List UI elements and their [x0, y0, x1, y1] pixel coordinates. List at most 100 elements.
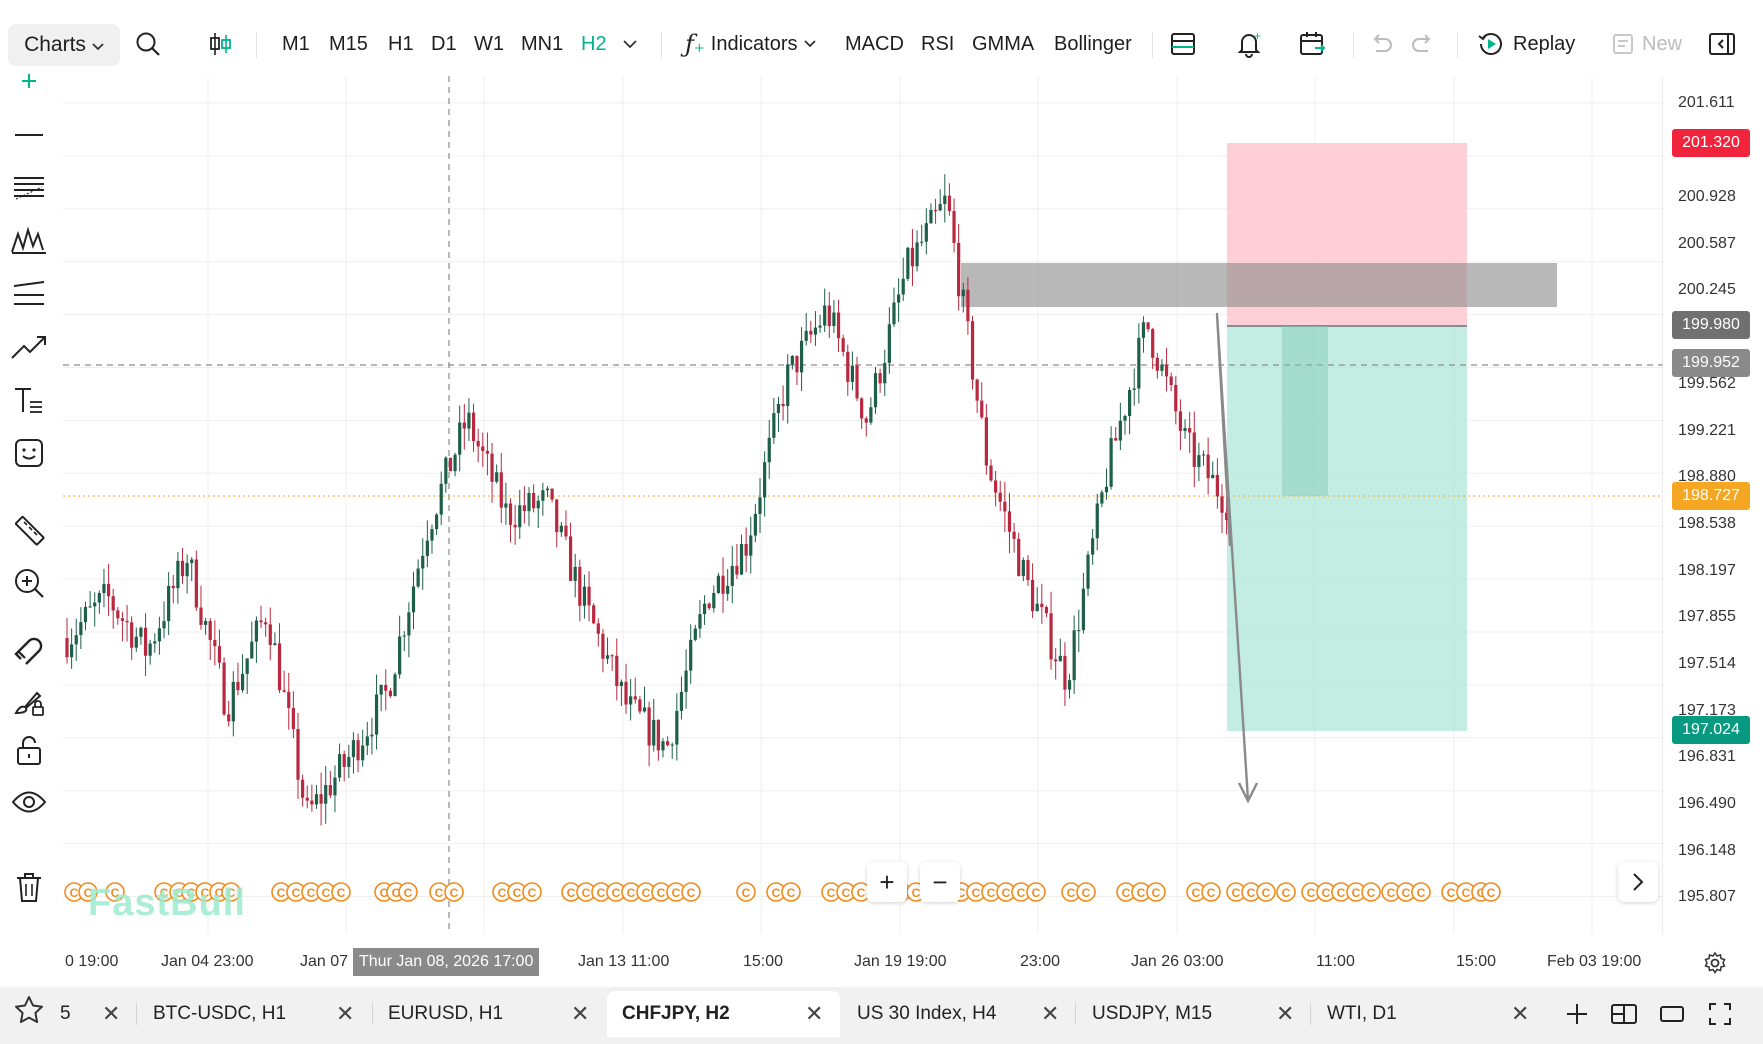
candle-body [933, 209, 938, 211]
collapse-panel-icon[interactable] [1708, 12, 1736, 76]
emoji-tool-icon[interactable] [8, 432, 50, 474]
chart-tab[interactable]: WTI, D1 ✕ [1315, 991, 1535, 1037]
candle-body [712, 592, 716, 609]
candle-body [605, 655, 610, 659]
candle-body [1058, 655, 1062, 662]
new-button[interactable]: New [1612, 12, 1682, 76]
magnet-icon[interactable] [8, 631, 50, 673]
zoom-in-icon[interactable] [8, 562, 50, 604]
text-tool-icon[interactable] [8, 379, 50, 421]
close-tab-icon[interactable]: ✕ [1276, 1001, 1295, 1026]
chart-tab[interactable]: 5 ✕ [60, 991, 130, 1037]
zoom-out-button[interactable]: − [920, 862, 960, 902]
indicator-macd[interactable]: MACD [845, 32, 904, 55]
layout-icon[interactable] [1170, 12, 1196, 76]
timeframe-d1[interactable]: D1 [431, 32, 457, 55]
pattern-tool-icon[interactable] [8, 220, 50, 262]
candle-body [1188, 428, 1192, 433]
timeframe-h2[interactable]: H2 [581, 32, 607, 55]
split-layout-icon[interactable] [1610, 1001, 1638, 1032]
candle-body [702, 603, 707, 615]
chart-tab[interactable]: EURUSD, H1 ✕ [375, 991, 595, 1037]
trash-icon[interactable] [8, 866, 50, 908]
chart-tab-active[interactable]: CHFJPY, H2 ✕ [607, 991, 840, 1037]
chevron-down-icon [803, 40, 816, 48]
lock-icon[interactable] [8, 729, 50, 771]
event-marker-icon: C [781, 882, 801, 902]
event-marker-icon: C [522, 882, 542, 902]
svg-text:C: C [175, 886, 184, 900]
timeframe-m1[interactable]: M1 [282, 32, 310, 55]
close-tab-icon[interactable]: ✕ [571, 1001, 590, 1026]
chart-tab[interactable]: USDJPY, M15 ✕ [1080, 991, 1300, 1037]
price-axis[interactable]: 201.611 200.928 200.587 200.245 199.562 … [1663, 76, 1763, 934]
close-tab-icon[interactable]: ✕ [805, 1001, 824, 1026]
redo-icon[interactable] [1410, 12, 1436, 76]
candle-body [1095, 503, 1099, 539]
search-icon[interactable] [135, 12, 161, 76]
chart-tab[interactable]: BTC-USDC, H1 ✕ [140, 991, 360, 1037]
crosshair-tool-icon[interactable] [8, 60, 50, 102]
event-marker-icon: C [651, 882, 671, 902]
candle-body [781, 403, 785, 407]
svg-text:C: C [857, 886, 866, 900]
svg-text:C: C [1322, 886, 1331, 900]
timeframe-m15[interactable]: M15 [329, 32, 368, 55]
calendar-icon[interactable] [1298, 12, 1326, 76]
event-marker-icon: C [492, 882, 512, 902]
candle-body [753, 513, 757, 536]
close-tab-icon[interactable]: ✕ [102, 1001, 121, 1026]
timeframe-h1[interactable]: H1 [388, 32, 414, 55]
timeframe-w1[interactable]: W1 [474, 32, 504, 55]
svg-text:C: C [1447, 886, 1456, 900]
candle-type-icon[interactable] [207, 12, 233, 76]
event-marker-icon: C [1076, 882, 1096, 902]
time-axis[interactable]: 0 19:00 Jan 04 23:00 Jan 07 Jan 13 11:00… [63, 945, 1726, 981]
brush-lock-icon[interactable] [8, 681, 50, 723]
indicator-gmma[interactable]: GMMA [972, 32, 1035, 55]
candle-body [458, 422, 462, 455]
candle-body [846, 351, 850, 382]
settings-gear-icon[interactable] [1703, 951, 1727, 980]
indicator-bollinger[interactable]: Bollinger [1054, 32, 1132, 55]
candle-body [582, 586, 587, 606]
single-layout-icon[interactable] [1659, 1001, 1685, 1032]
charts-menu-button[interactable]: Charts [8, 24, 120, 66]
candle-body [550, 488, 554, 500]
undo-icon[interactable] [1368, 12, 1394, 76]
close-tab-icon[interactable]: ✕ [1511, 1001, 1530, 1026]
timeframe-more-chevron-icon[interactable] [623, 12, 637, 76]
new-layout-icon [1612, 32, 1636, 56]
chart-tab[interactable]: US 30 Index, H4 ✕ [845, 991, 1065, 1037]
indicator-rsi[interactable]: RSI [921, 32, 955, 55]
fib-tool-icon[interactable] [8, 167, 50, 209]
replay-button[interactable]: Replay [1477, 12, 1575, 76]
svg-text:C: C [1387, 886, 1396, 900]
trend-line-tool-icon[interactable] [8, 326, 50, 368]
candle-body [310, 800, 314, 805]
time-label: Jan 13 11:00 [578, 953, 670, 970]
close-tab-icon[interactable]: ✕ [1041, 1001, 1060, 1026]
svg-text:C: C [404, 886, 413, 900]
fullscreen-icon[interactable] [1707, 1001, 1733, 1032]
zoom-in-button[interactable]: + [867, 862, 907, 902]
horizontal-line-tool-icon[interactable] [8, 114, 50, 156]
close-tab-icon[interactable]: ✕ [336, 1001, 355, 1026]
ruler-tool-icon[interactable] [8, 509, 50, 551]
favorites-star-icon[interactable] [13, 994, 45, 1031]
scroll-right-chevron-icon[interactable] [1618, 862, 1658, 902]
projection-arrow [1215, 312, 1259, 804]
indicators-button[interactable]: ƒ+ Indicators [685, 12, 816, 76]
price-label: 198.538 [1678, 515, 1736, 532]
eye-icon[interactable] [8, 781, 50, 823]
alert-bell-icon[interactable]: + [1235, 12, 1263, 76]
svg-text:C: C [912, 886, 921, 900]
candle-body [1169, 376, 1173, 386]
add-tab-icon[interactable] [1564, 1001, 1590, 1032]
channel-tool-icon[interactable] [8, 273, 50, 315]
candle-body [379, 684, 383, 695]
event-marker-icon: C [1396, 882, 1416, 902]
timeframe-mn1[interactable]: MN1 [521, 32, 564, 55]
